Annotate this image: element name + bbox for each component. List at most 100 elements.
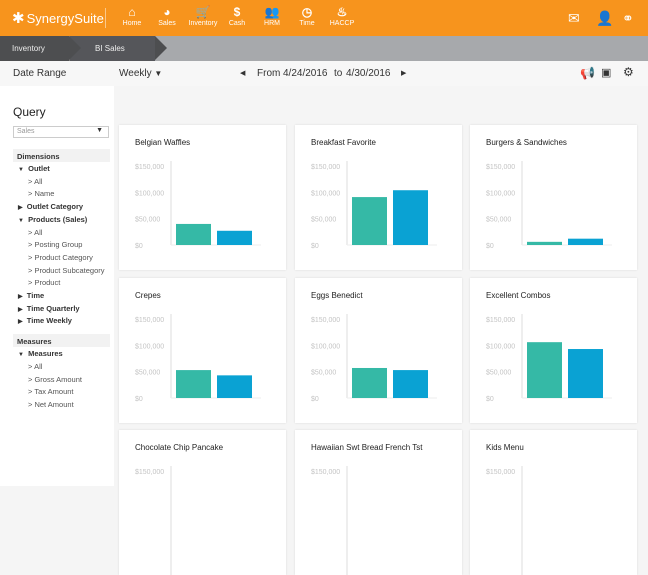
bar-series-1[interactable] — [527, 241, 562, 245]
date-toolbar: Date Range Weekly ▼ ◀ From 4/24/2016 to … — [0, 61, 648, 86]
to-date[interactable]: 4/30/2016 — [346, 68, 391, 79]
tree-leaf[interactable]: > Product Subcategory — [28, 265, 105, 275]
nav-hrm[interactable]: 👥 HRM — [254, 5, 290, 27]
chart-card: $150,000 $100,000 $50,000 $0 Belgian Waffles — [119, 125, 286, 270]
bar-series-1[interactable] — [527, 342, 562, 398]
tree-node[interactable]: ▶ Outlet Category — [18, 202, 83, 211]
bar-series-2[interactable] — [217, 375, 252, 398]
settings-icon[interactable]: ⚙ — [623, 65, 634, 79]
logo-text: SynergySuite — [26, 10, 104, 26]
y-tick-label: $100,000 — [311, 343, 340, 350]
chart-title: Eggs Benedict — [311, 291, 363, 300]
caret-down-icon: ▼ — [18, 167, 24, 173]
pie-chart-icon: ◕ — [163, 5, 171, 19]
bar-series-2[interactable] — [568, 349, 603, 398]
money-icon[interactable]: ▣ — [601, 67, 612, 79]
nav-home[interactable]: ⌂ Home — [114, 5, 150, 27]
bar-series-2[interactable] — [393, 190, 428, 245]
link-icon[interactable]: ⚭ — [622, 10, 634, 26]
nav-label: Cash — [228, 20, 246, 27]
measures-header: Measures — [13, 334, 110, 348]
divider — [105, 8, 106, 28]
breadcrumb-inventory[interactable]: Inventory — [0, 36, 81, 61]
y-tick-label: $0 — [311, 396, 319, 403]
y-tick-label: $100,000 — [135, 190, 164, 197]
from-date[interactable]: 4/24/2016 — [283, 68, 328, 79]
tree-node[interactable]: ▼ Measures — [18, 349, 63, 358]
tree-leaf[interactable]: > Name — [28, 189, 55, 199]
next-arrow-icon[interactable]: ▶ — [401, 70, 407, 77]
bar-series-1[interactable] — [352, 197, 387, 245]
nav-label: HRM — [264, 20, 280, 27]
y-tick-label: $0 — [486, 396, 494, 403]
y-tick-label: $50,000 — [135, 217, 160, 224]
logo[interactable]: ✱ SynergySuite — [12, 9, 104, 27]
tree-node-label: Measures — [28, 349, 63, 359]
bar-series-1[interactable] — [176, 370, 211, 398]
bar-series-2[interactable] — [393, 370, 428, 398]
tree-leaf[interactable]: > Net Amount — [28, 399, 74, 409]
y-tick-label: $150,000 — [486, 317, 515, 324]
caret-down-icon: ▼ — [96, 127, 103, 134]
nav-time[interactable]: ◷ Time — [289, 5, 325, 27]
bar-series-2[interactable] — [568, 238, 603, 245]
tree-leaf[interactable]: > All — [28, 176, 43, 186]
tree-leaf[interactable]: > Tax Amount — [28, 387, 74, 397]
caret-right-icon: ▶ — [18, 294, 23, 300]
nav-inventory[interactable]: 🛒 Inventory — [185, 5, 221, 27]
y-tick-label: $150,000 — [135, 317, 164, 324]
tree-node[interactable]: ▶ Time Weekly — [18, 316, 72, 325]
y-tick-label: $50,000 — [311, 217, 336, 224]
bar-chart: $150,000 $100,000 $50,000 $0 — [311, 314, 437, 403]
gear-logo-icon: ✱ — [12, 10, 25, 27]
chart-title: Chocolate Chip Pancake — [135, 443, 224, 452]
bar-series-2[interactable] — [217, 230, 252, 245]
dimensions-header: Dimensions — [13, 149, 110, 162]
y-tick-label: $0 — [311, 243, 319, 250]
bar-series-1[interactable] — [352, 367, 387, 398]
nav-cash[interactable]: $ Cash — [219, 5, 255, 27]
mail-icon[interactable]: ✉ — [568, 10, 580, 26]
caret-right-icon: ▶ — [18, 319, 23, 326]
bar-chart: $150,000 $100,000 $50,000 $0 — [311, 161, 437, 250]
caret-down-icon: ▼ — [154, 69, 163, 78]
caret-right-icon: ▶ — [18, 205, 23, 212]
period-dropdown[interactable]: Weekly ▼ — [119, 68, 162, 79]
flame-icon: ♨ — [336, 5, 348, 19]
tree-node[interactable]: ▼ Outlet — [18, 164, 50, 173]
nav-sales[interactable]: ◕ Sales — [149, 5, 185, 27]
tree-leaf-label: Tax Amount — [34, 387, 74, 397]
y-tick-label: $100,000 — [135, 343, 164, 350]
y-tick-label: $50,000 — [486, 370, 511, 377]
tree-leaf-label: All — [34, 361, 43, 371]
megaphone-icon[interactable]: 📢 — [580, 66, 595, 80]
people-icon: 👥 — [264, 5, 280, 19]
y-tick-label: $50,000 — [486, 217, 511, 224]
tree-leaf[interactable]: > All — [28, 361, 43, 371]
tree-leaf[interactable]: > Product — [28, 278, 61, 288]
cart-icon: 🛒 — [195, 5, 211, 19]
tree-leaf-label: All — [34, 227, 43, 237]
tree-node-label: Time Weekly — [26, 316, 72, 326]
chart-card: $150,000 $100,000 $50,000 $0 Excellent Combo… — [470, 278, 637, 423]
breadcrumb-label: BI Sales — [95, 44, 125, 53]
chart-card: $150,000 Hawaiian Swt Bread French Tst — [295, 430, 462, 575]
chart-title: Belgian Waffles — [135, 138, 191, 147]
tree-leaf[interactable]: > Gross Amount — [28, 374, 82, 384]
prev-arrow-icon[interactable]: ◀ — [240, 70, 246, 77]
tree-leaf[interactable]: > All — [28, 227, 43, 237]
chart-title: Crepes — [135, 291, 161, 300]
nav-haccp[interactable]: ♨ HACCP — [324, 5, 360, 27]
select-value: Sales — [17, 128, 35, 135]
tree-node[interactable]: ▶ Time — [18, 291, 44, 300]
tree-leaf[interactable]: > Posting Group — [28, 240, 83, 250]
tree-leaf-label: Name — [34, 189, 55, 199]
user-icon[interactable]: 👤 — [596, 10, 614, 26]
tree-leaf[interactable]: > Product Category — [28, 252, 93, 262]
chart-card: $150,000 Kids Menu — [470, 430, 637, 575]
tree-node[interactable]: ▶ Time Quarterly — [18, 304, 80, 313]
tree-node[interactable]: ▼ Products (Sales) — [18, 215, 87, 224]
period-value: Weekly — [119, 68, 152, 79]
query-select[interactable]: Sales ▼ — [13, 126, 109, 138]
bar-series-1[interactable] — [176, 223, 211, 245]
